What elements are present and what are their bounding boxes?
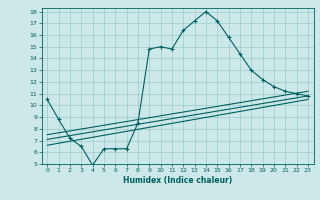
X-axis label: Humidex (Indice chaleur): Humidex (Indice chaleur) <box>123 176 232 185</box>
